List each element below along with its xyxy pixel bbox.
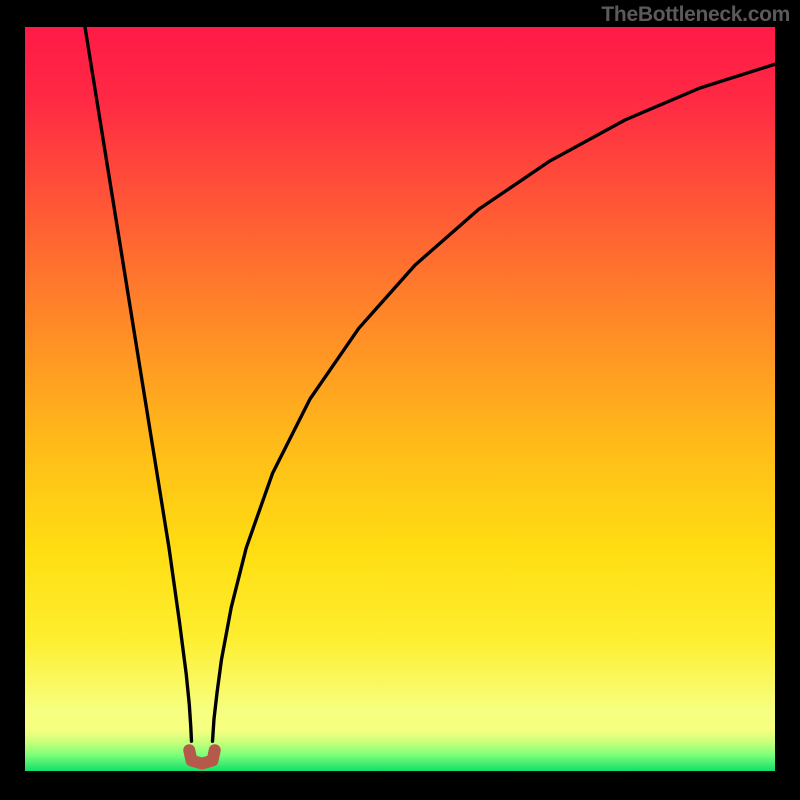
plot-area [25,27,775,771]
curve-bottom-link [189,750,215,763]
curve-right [213,64,776,741]
curve-left [85,27,192,741]
curves-svg [25,27,775,771]
watermark-text: TheBottleneck.com [601,3,790,27]
canvas: TheBottleneck.com [0,0,800,800]
